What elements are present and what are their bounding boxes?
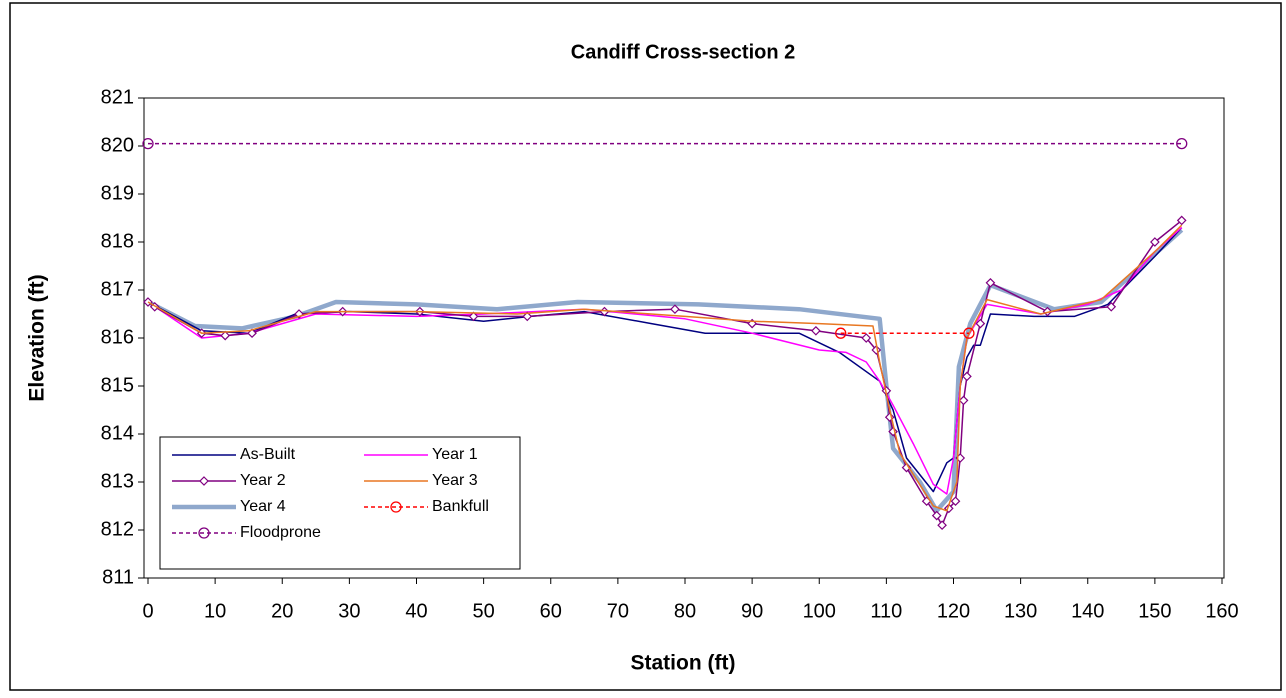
y-axis-title: Elevation (ft)	[26, 274, 49, 401]
legend-marker	[390, 501, 402, 513]
x-tick-label: 120	[937, 600, 970, 622]
marker	[835, 327, 847, 339]
marker	[962, 371, 972, 382]
y-tick-label: 813	[101, 470, 134, 492]
legend-marker	[198, 527, 210, 539]
y-tick-label: 815	[101, 374, 134, 396]
marker	[950, 496, 961, 507]
x-tick-label: 0	[142, 600, 153, 622]
marker	[975, 318, 986, 329]
y-tick-label: 821	[101, 86, 134, 108]
legend-label: Year 1	[432, 446, 478, 463]
x-tick-label: 110	[870, 600, 902, 622]
x-tick-label: 90	[741, 600, 763, 622]
marker	[1176, 137, 1188, 150]
y-tick-label: 819	[101, 182, 134, 204]
marker	[1176, 215, 1187, 226]
x-tick-label: 150	[1138, 600, 1171, 622]
series	[142, 137, 1188, 150]
marker	[888, 426, 898, 437]
legend-marker	[199, 476, 209, 486]
series-line	[147, 224, 1183, 512]
x-tick-label: 50	[473, 600, 495, 622]
legend-label: As-Built	[240, 446, 296, 463]
x-tick-label: 30	[338, 600, 360, 622]
x-tick-label: 100	[803, 600, 836, 622]
x-tick-label: 60	[540, 600, 562, 622]
x-tick-label: 40	[405, 600, 427, 622]
marker	[901, 462, 912, 473]
marker	[247, 328, 257, 339]
chart-title: Candiff Cross-section 2	[571, 41, 795, 63]
marker	[958, 395, 969, 406]
legend-label: Bankfull	[432, 498, 489, 515]
marker	[142, 137, 154, 150]
series	[147, 224, 1183, 512]
marker	[1106, 301, 1117, 312]
marker	[1150, 237, 1160, 247]
marker	[861, 333, 872, 343]
marker	[1042, 306, 1053, 317]
legend-label: Floodprone	[240, 524, 321, 541]
x-tick-label: 160	[1205, 600, 1238, 622]
x-tick-label: 140	[1071, 600, 1104, 622]
marker	[522, 311, 533, 322]
marker	[811, 325, 821, 336]
marker	[963, 327, 975, 339]
x-tick-label: 20	[271, 600, 293, 622]
y-tick-label: 817	[101, 278, 134, 300]
x-tick-label: 80	[674, 600, 696, 622]
x-tick-label: 130	[1004, 600, 1037, 622]
legend-box	[159, 436, 521, 570]
y-tick-label: 820	[101, 134, 134, 156]
legend-label: Year 2	[240, 472, 286, 489]
y-tick-label: 812	[101, 518, 134, 540]
marker	[937, 520, 947, 531]
marker	[985, 277, 996, 288]
y-tick-label: 814	[101, 422, 134, 444]
legend-label: Year 4	[240, 498, 286, 515]
x-axis-title: Station (ft)	[631, 652, 736, 675]
marker	[943, 503, 954, 514]
y-tick-label: 818	[101, 230, 134, 252]
x-tick-label: 10	[204, 600, 226, 622]
marker	[468, 311, 479, 322]
legend-label: Year 3	[432, 472, 478, 489]
x-tick-label: 70	[607, 600, 629, 622]
marker	[931, 510, 942, 521]
marker	[670, 304, 680, 315]
marker	[220, 330, 231, 341]
legend: As-Built Year 1 Year 2 Year 3 Year 4 Bankfull…	[159, 436, 521, 570]
series	[835, 327, 975, 339]
y-tick-label: 811	[102, 566, 134, 588]
y-tick-label: 816	[101, 326, 134, 348]
marker	[149, 301, 160, 312]
